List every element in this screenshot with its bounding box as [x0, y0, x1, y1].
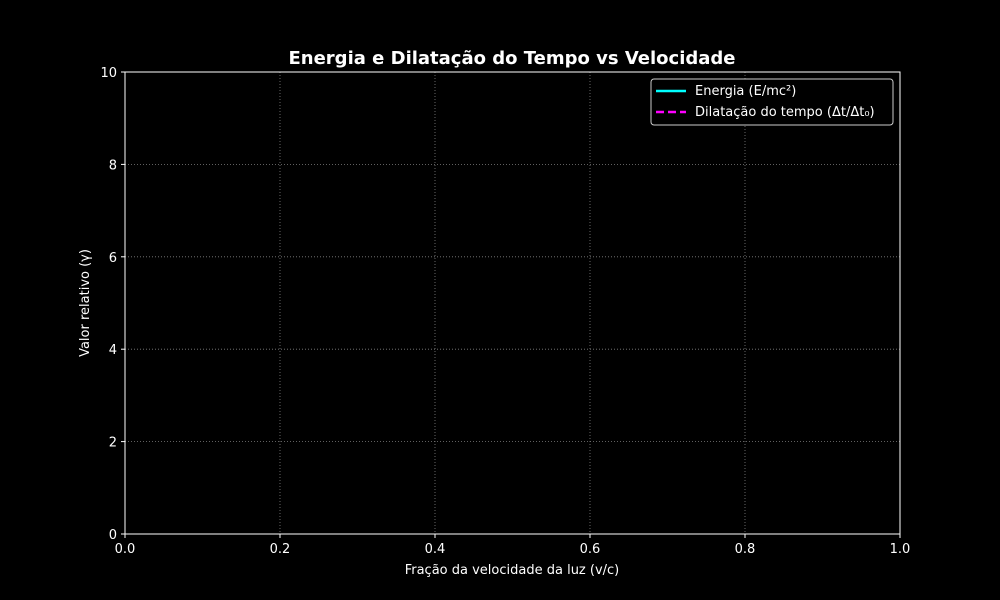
x-tick-label: 0.6	[580, 542, 601, 557]
x-tick-label: 0.0	[115, 542, 136, 557]
x-tick-label: 0.8	[735, 542, 756, 557]
legend-box	[650, 78, 894, 126]
legend-label-dilatacao: Dilatação do tempo (Δt/Δt₀)	[695, 105, 875, 120]
y-tick-label: 0	[109, 528, 117, 543]
plot-area	[124, 71, 901, 535]
x-tick-label: 0.4	[425, 542, 446, 557]
y-tick-label: 4	[109, 343, 117, 358]
x-axis-label: Fração da velocidade da luz (v/c)	[405, 563, 620, 578]
y-tick-label: 6	[109, 251, 117, 266]
legend-label-energia: Energia (E/mc²)	[695, 84, 796, 99]
y-tick-label: 10	[100, 66, 117, 81]
x-tick-label: 1.0	[890, 542, 911, 557]
legend: Energia (E/mc²) Dilatação do tempo (Δt/Δ…	[650, 78, 894, 126]
grid	[125, 72, 900, 534]
axis-ticks: 0.0 0.2 0.4 0.6 0.8 1.0 0 2 4 6 8 10	[100, 66, 910, 557]
y-axis-label: Valor relativo (γ)	[78, 249, 93, 357]
chart-title: Energia e Dilatação do Tempo vs Velocida…	[288, 48, 735, 69]
y-tick-label: 8	[109, 158, 117, 173]
x-tick-label: 0.2	[270, 542, 291, 557]
y-tick-label: 2	[109, 436, 117, 451]
